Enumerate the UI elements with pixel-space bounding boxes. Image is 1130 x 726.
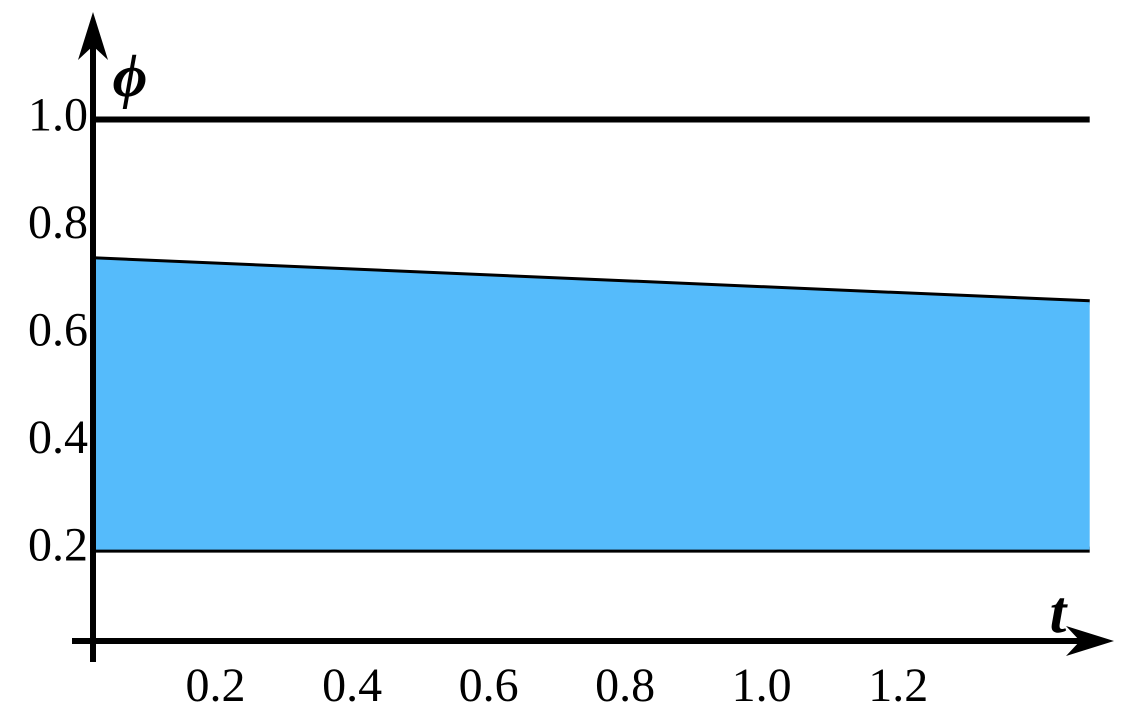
x-tick-label: 0.2 (186, 659, 246, 712)
x-axis-arrow (1066, 626, 1114, 656)
y-axis-label: ϕ (113, 43, 148, 109)
x-axis-label: t (1050, 579, 1069, 645)
y-tick-label: 0.8 (28, 196, 88, 249)
y-axis-arrow (78, 12, 108, 60)
x-tick-label: 1.0 (732, 659, 792, 712)
x-tick-label: 0.8 (595, 659, 655, 712)
x-tick-label: 0.4 (322, 659, 382, 712)
x-tick-label: 1.2 (868, 659, 928, 712)
region-fill (93, 259, 1090, 550)
y-tick-label: 0.2 (28, 519, 88, 572)
y-tick-label: 1.0 (28, 89, 88, 142)
x-tick-label: 0.6 (459, 659, 519, 712)
y-tick-label: 0.4 (28, 411, 88, 464)
y-tick-label: 0.6 (28, 304, 88, 357)
